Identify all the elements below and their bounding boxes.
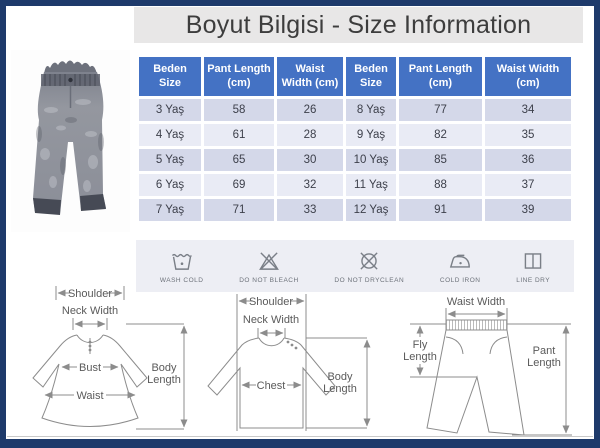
dress-shoulder-label: Shoulder bbox=[68, 288, 112, 300]
cell-pant-length: 58 bbox=[204, 98, 274, 121]
cell-waist-width: 33 bbox=[277, 198, 343, 221]
pants-measurement-diagram: Waist Width Fly Length Pant Length bbox=[403, 296, 572, 436]
cell-size: 8 Yaş bbox=[346, 98, 396, 121]
shirt-shoulder-label: Shoulder bbox=[249, 296, 293, 308]
dress-measurement-diagram: Shoulder Neck Width Bust Waist Body Leng… bbox=[32, 286, 188, 430]
dress-body-length-label-1: Body bbox=[151, 362, 177, 374]
cell-pant-length: 71 bbox=[204, 198, 274, 221]
shirt-measurement-diagram: Shoulder Neck Width Chest Body Length bbox=[207, 294, 371, 431]
cell-size: 6 Yaş bbox=[139, 173, 201, 196]
cell-pant-length: 65 bbox=[204, 148, 274, 171]
do-not-dryclean-icon bbox=[360, 252, 378, 270]
cell-waist-width: 26 bbox=[277, 98, 343, 121]
size-table: Beden Size Pant Length (cm) Waist Width … bbox=[136, 54, 574, 224]
shirt-chest-label: Chest bbox=[257, 380, 286, 392]
pants-fly-length-label-1: Fly bbox=[413, 339, 428, 351]
cell-size: 9 Yaş bbox=[346, 123, 396, 146]
shirt-body-length-label-1: Body bbox=[327, 371, 353, 383]
care-item-cold-iron: COLD IRON bbox=[440, 248, 481, 284]
cell-size: 3 Yaş bbox=[139, 98, 201, 121]
cell-pant-length: 77 bbox=[399, 98, 482, 121]
cell-pant-length: 69 bbox=[204, 173, 274, 196]
cold-iron-icon bbox=[450, 254, 471, 268]
cell-size: 11 Yaş bbox=[346, 173, 396, 196]
care-label: COLD IRON bbox=[439, 277, 481, 284]
cell-waist-width: 34 bbox=[485, 98, 571, 121]
wash-cold-icon bbox=[171, 253, 192, 270]
table-row: 5 Yaş 65 30 10 Yaş 85 36 bbox=[139, 148, 571, 171]
dress-body-length-label-2: Length bbox=[147, 374, 181, 386]
cell-pant-length: 88 bbox=[399, 173, 482, 196]
col-header-waist-width-2: Waist Width (cm) bbox=[485, 57, 571, 96]
cell-waist-width: 30 bbox=[277, 148, 343, 171]
pants-pant-length-label-2: Length bbox=[527, 357, 561, 369]
cell-pant-length: 82 bbox=[399, 123, 482, 146]
product-photo-jeans bbox=[11, 50, 130, 232]
table-row: 7 Yaş 71 33 12 Yaş 91 39 bbox=[139, 198, 571, 221]
col-header-waist-width-1: Waist Width (cm) bbox=[277, 57, 343, 96]
cell-size: 10 Yaş bbox=[346, 148, 396, 171]
cell-waist-width: 32 bbox=[277, 173, 343, 196]
line-dry-icon bbox=[524, 253, 542, 269]
shirt-neck-width-label: Neck Width bbox=[243, 314, 299, 326]
do-not-bleach-icon bbox=[259, 252, 279, 270]
col-header-beden-size-1: Beden Size bbox=[139, 57, 201, 96]
cell-size: 12 Yaş bbox=[346, 198, 396, 221]
care-item-do-not-bleach: DO NOT BLEACH bbox=[239, 248, 298, 284]
care-item-line-dry: LINE DRY bbox=[516, 248, 550, 284]
care-item-do-not-dryclean: DO NOT DRYCLEAN bbox=[334, 248, 404, 284]
dress-waist-label: Waist bbox=[76, 390, 103, 402]
cell-size: 7 Yaş bbox=[139, 198, 201, 221]
cell-size: 5 Yaş bbox=[139, 148, 201, 171]
cell-pant-length: 91 bbox=[399, 198, 482, 221]
cell-pant-length: 85 bbox=[399, 148, 482, 171]
pants-fly-length-label-2: Length bbox=[403, 351, 437, 363]
table-row: 3 Yaş 58 26 8 Yaş 77 34 bbox=[139, 98, 571, 121]
care-label: DO NOT BLEACH bbox=[239, 277, 299, 284]
shirt-body-length-label-2: Length bbox=[323, 383, 357, 395]
care-label: WASH COLD bbox=[159, 277, 204, 284]
cell-size: 4 Yaş bbox=[139, 123, 201, 146]
care-instructions-bar: WASH COLD DO NOT BLEACH DO NOT DRYCLEAN … bbox=[136, 240, 574, 292]
col-header-beden-size-2: Beden Size bbox=[346, 57, 396, 96]
pants-pant-length-label-1: Pant bbox=[533, 345, 556, 357]
col-header-pant-length-1: Pant Length (cm) bbox=[204, 57, 274, 96]
care-item-wash-cold: WASH COLD bbox=[160, 248, 204, 284]
col-header-pant-length-2: Pant Length (cm) bbox=[399, 57, 482, 96]
care-label: DO NOT DRYCLEAN bbox=[334, 277, 405, 284]
dress-bust-label: Bust bbox=[79, 362, 101, 374]
size-table-header: Beden Size Pant Length (cm) Waist Width … bbox=[139, 57, 571, 96]
page-title: Boyut Bilgisi - Size Information bbox=[134, 7, 583, 43]
cell-waist-width: 37 bbox=[485, 173, 571, 196]
cell-waist-width: 35 bbox=[485, 123, 571, 146]
table-row: 4 Yaş 61 28 9 Yaş 82 35 bbox=[139, 123, 571, 146]
cell-pant-length: 61 bbox=[204, 123, 274, 146]
cell-waist-width: 36 bbox=[485, 148, 571, 171]
cell-waist-width: 28 bbox=[277, 123, 343, 146]
cell-waist-width: 39 bbox=[485, 198, 571, 221]
dress-neck-width-label: Neck Width bbox=[62, 305, 118, 317]
care-label: LINE DRY bbox=[516, 277, 551, 284]
divider bbox=[7, 436, 593, 437]
table-row: 6 Yaş 69 32 11 Yaş 88 37 bbox=[139, 173, 571, 196]
jeans-illustration bbox=[33, 60, 106, 215]
pants-waist-width-label: Waist Width bbox=[447, 296, 505, 308]
